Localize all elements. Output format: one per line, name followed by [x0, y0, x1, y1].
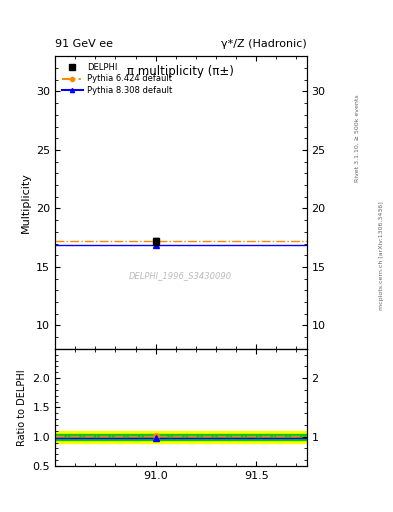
Text: π multiplicity (π±): π multiplicity (π±) [127, 65, 234, 78]
Y-axis label: Multiplicity: Multiplicity [20, 172, 31, 233]
Text: DELPHI_1996_S3430090: DELPHI_1996_S3430090 [129, 271, 232, 280]
Legend: DELPHI, Pythia 6.424 default, Pythia 8.308 default: DELPHI, Pythia 6.424 default, Pythia 8.3… [59, 60, 174, 97]
Text: Rivet 3.1.10, ≥ 500k events: Rivet 3.1.10, ≥ 500k events [355, 94, 360, 182]
Y-axis label: Ratio to DELPHI: Ratio to DELPHI [17, 369, 27, 446]
Text: mcplots.cern.ch [arXiv:1306.3436]: mcplots.cern.ch [arXiv:1306.3436] [379, 202, 384, 310]
Text: γ*/Z (Hadronic): γ*/Z (Hadronic) [221, 38, 307, 49]
Text: 91 GeV ee: 91 GeV ee [55, 38, 113, 49]
